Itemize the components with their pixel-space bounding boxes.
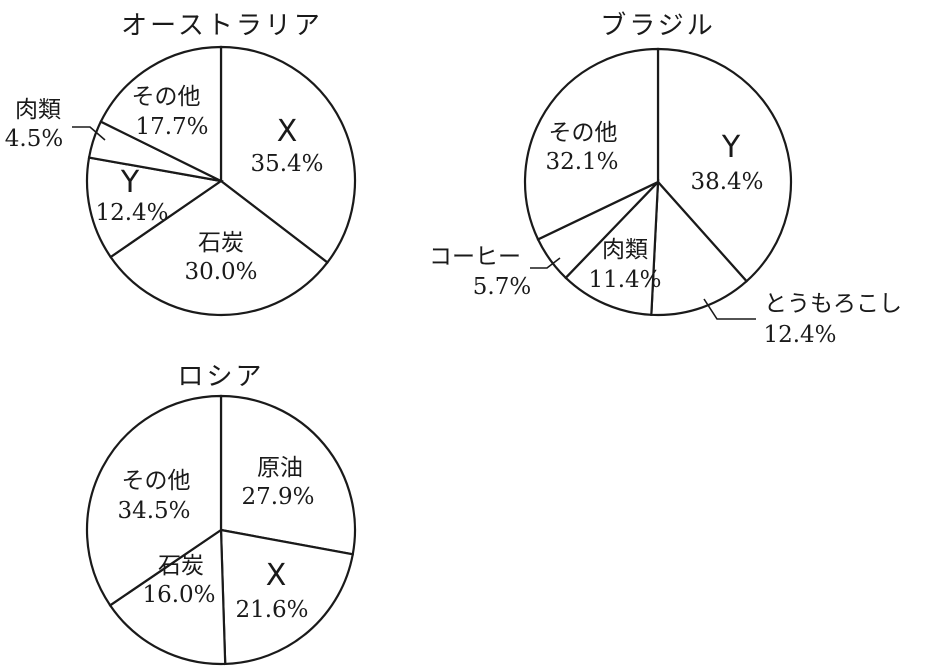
chart-title-brazil: ブラジル (600, 11, 715, 41)
chart-russia: ロシア 原油 27.9% X 21.6% 石炭 16.0% その他 34.5% (85, 362, 357, 666)
slice-label-meat-australia: 肉類 (15, 97, 61, 123)
slice-value-x-russia: 21.6% (235, 597, 308, 623)
slice-value-coffee-brazil: 5.7% (473, 274, 531, 300)
pie-slice-meat-brazil (564, 179, 660, 316)
slice-value-x-australia: 35.4% (250, 151, 323, 177)
slice-label-crude-russia: 原油 (257, 455, 303, 481)
slice-value-coal-australia: 30.0% (184, 259, 257, 285)
pie-slice-other-russia (85, 394, 223, 607)
pie-russia (85, 394, 357, 666)
slice-value-other-russia: 34.5% (117, 498, 190, 524)
slice-label-meat-brazil: 肉類 (602, 237, 648, 263)
pie-slice-x-russia (219, 528, 355, 666)
chart-title-russia: ロシア (177, 362, 264, 392)
slice-value-other-australia: 17.7% (135, 114, 208, 140)
slice-label-coal-russia: 石炭 (158, 553, 204, 579)
pie-slice-y-brazil (656, 47, 793, 283)
slice-label-x-australia: X (277, 114, 298, 149)
slice-label-coffee-brazil: コーヒー (429, 244, 521, 270)
pie-brazil (523, 47, 793, 317)
slice-value-y-brazil: 38.4% (690, 169, 763, 195)
pie-australia (85, 45, 357, 317)
slice-value-meat-australia: 4.5% (5, 126, 63, 152)
chart-australia: オーストラリア X 35.4% 石炭 30.0% Y 12.4% 肉類 4.5%… (5, 11, 357, 317)
slice-label-other-brazil: その他 (549, 120, 618, 146)
pie-slice-other-brazil (523, 47, 660, 241)
slice-label-x-russia: X (266, 558, 287, 593)
slice-value-meat-brazil: 11.4% (588, 267, 661, 293)
slice-value-crude-russia: 27.9% (241, 484, 314, 510)
pie-slice-x-australia (219, 45, 357, 265)
leader-line-coffee-brazil (530, 257, 561, 269)
pie-slice-coal-russia (108, 527, 227, 666)
slice-label-y-australia: Y (120, 165, 140, 200)
slice-value-other-brazil: 32.1% (545, 149, 618, 175)
chart-title-australia: オーストラリア (121, 11, 323, 41)
chart-brazil: ブラジル Y 38.4% とうもろこし 12.4% 肉類 11.4% コーヒー … (429, 11, 902, 348)
slice-label-corn-brazil: とうもろこし (764, 291, 902, 317)
slice-label-other-australia: その他 (132, 84, 201, 110)
slice-label-other-russia: その他 (122, 468, 191, 494)
leader-line-corn-brazil (703, 298, 756, 320)
slice-label-y-brazil: Y (721, 130, 741, 165)
pie-slice-crude-russia (219, 394, 357, 556)
pie-slice-y-australia (85, 156, 224, 259)
slice-label-coal-australia: 石炭 (198, 230, 244, 256)
pie-slice-other-australia (99, 45, 223, 183)
pie-slice-corn-brazil (650, 179, 749, 317)
slice-value-y-australia: 12.4% (95, 200, 168, 226)
slice-value-coal-russia: 16.0% (142, 582, 215, 608)
pie-slice-coal-australia (109, 179, 329, 317)
slice-value-corn-brazil: 12.4% (763, 322, 836, 348)
leader-line-meat-australia (72, 126, 106, 141)
